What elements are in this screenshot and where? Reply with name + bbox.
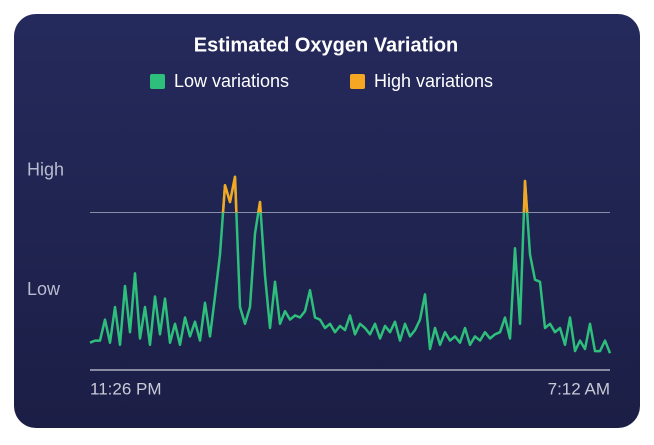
y-tick-label: Low [27, 279, 61, 299]
line-low [89, 175, 612, 354]
legend-swatch [350, 74, 365, 89]
legend-label: Low variations [174, 71, 289, 91]
legend-label: High variations [374, 71, 493, 91]
card [14, 14, 640, 428]
legend-swatch [150, 74, 165, 89]
chart-title: Estimated Oxygen Variation [194, 34, 459, 56]
x-tick-label: 7:12 AM [548, 379, 610, 398]
x-tick-label: 11:26 PM [90, 379, 162, 398]
y-tick-label: High [27, 159, 64, 179]
